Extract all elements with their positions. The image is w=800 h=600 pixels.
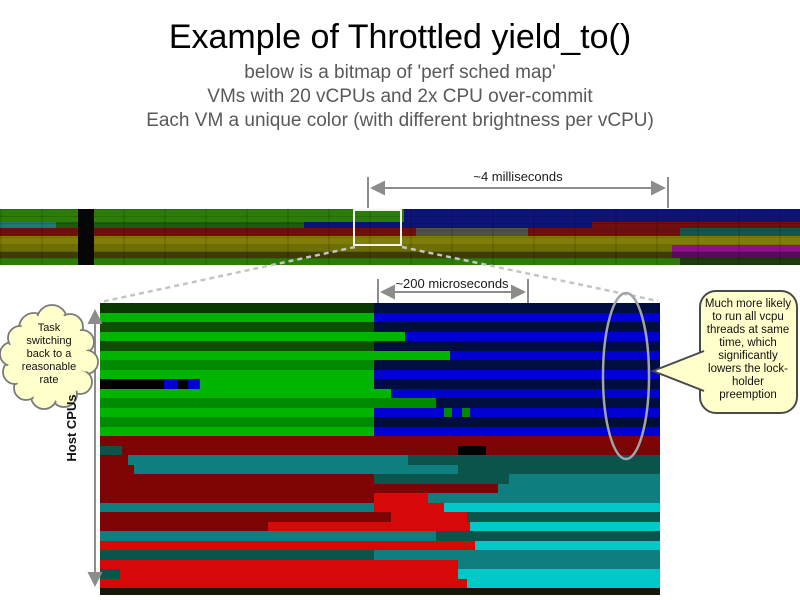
- speech-bubble-tail-edges: [650, 350, 705, 392]
- slide-title: Example of Throttled yield_to(): [168, 18, 632, 56]
- right-callout-text: Much more likely to run all vcpu threads…: [704, 298, 792, 401]
- subtitle-line-1: below is a bitmap of 'perf sched map': [244, 62, 556, 83]
- host-cpus-axis-label: Host CPUs: [64, 394, 79, 462]
- top-span-label: ~4 milliseconds: [473, 169, 563, 184]
- subtitle-line-2: VMs with 20 vCPUs and 2x CPU over-commit: [207, 86, 593, 107]
- zoom-highlight-rect: [353, 209, 402, 246]
- left-callout-text: Task switching back to a reasonable rate: [21, 322, 77, 386]
- overview-black-column: [78, 209, 94, 265]
- zoomed-bitmap: [100, 303, 661, 595]
- zoom-span-label: ~200 microseconds: [395, 276, 509, 291]
- subtitle-line-3: Each VM a unique color (with different b…: [146, 110, 654, 131]
- slide-subtitle: below is a bitmap of 'perf sched map' VM…: [0, 61, 800, 133]
- speech-bubble-tail: [653, 351, 704, 391]
